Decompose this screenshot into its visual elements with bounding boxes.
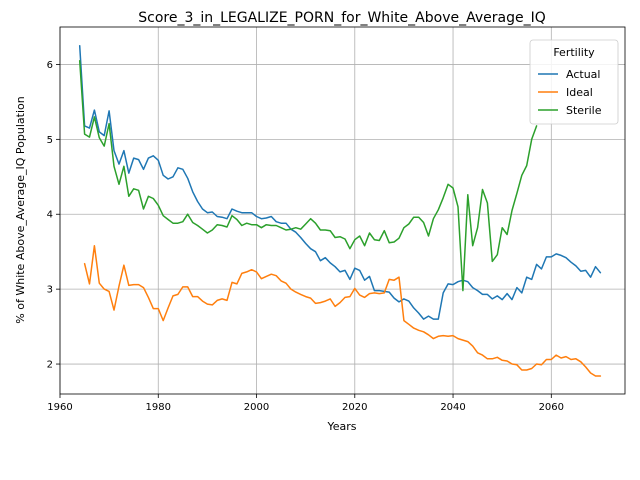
y-tick-label: 5 [47,135,53,146]
legend-label-ideal: Ideal [566,86,593,99]
legend-title: Fertility [553,46,595,59]
legend-items: Actual Ideal Sterile [538,68,602,117]
x-tick-label: 1980 [146,402,171,413]
y-tick-label: 4 [47,210,53,221]
y-tick-label: 2 [47,360,53,371]
y-axis-ticks: 2 3 4 5 6 [47,60,60,371]
series-line-ideal [83,244,602,377]
x-tick-label: 2000 [244,402,269,413]
x-tick-label: 2040 [440,402,465,413]
x-axis-label: Years [326,420,356,433]
legend-label-sterile: Sterile [566,104,602,117]
legend-box [529,39,619,125]
series-line-actual [78,44,602,320]
series-lines [78,44,602,377]
x-tick-label: 2060 [539,402,564,413]
legend-label-actual: Actual [566,68,600,81]
legend: Fertility Actual Ideal Sterile [529,39,619,125]
y-tick-label: 3 [47,285,53,296]
x-tick-label: 2020 [342,402,367,413]
plot-frame [59,26,626,395]
series-line-sterile [78,59,538,292]
x-tick-label: 1960 [47,402,72,413]
y-tick-label: 6 [47,60,53,71]
y-axis-label: % of White Above_Average_IQ Population [14,96,27,323]
chart-title: Score_3_in_LEGALIZE_PORN_for_White_Above… [138,10,546,26]
x-axis-ticks: 1960 1980 2000 2020 2040 2060 [47,394,564,413]
